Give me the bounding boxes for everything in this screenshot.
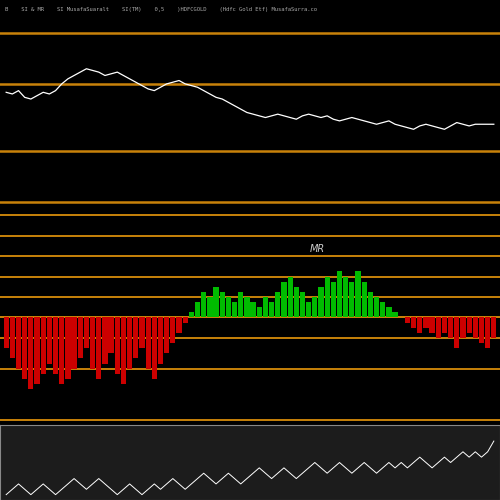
Bar (158, 318, 163, 364)
Bar (485, 318, 490, 348)
Bar (244, 297, 250, 318)
Bar (232, 302, 237, 318)
Bar (208, 297, 212, 318)
Bar (256, 308, 262, 318)
Text: MR: MR (310, 244, 325, 254)
Bar (362, 282, 367, 318)
Bar (140, 318, 144, 348)
Bar (22, 318, 28, 379)
Bar (28, 318, 34, 389)
Bar (238, 292, 244, 318)
Bar (306, 302, 312, 318)
Bar (491, 318, 496, 338)
Bar (146, 318, 151, 368)
Bar (374, 297, 379, 318)
Bar (96, 318, 102, 379)
Bar (114, 318, 120, 374)
Bar (282, 282, 286, 318)
Bar (368, 292, 373, 318)
Bar (188, 312, 194, 318)
Bar (275, 292, 280, 318)
Bar (108, 318, 114, 354)
Bar (300, 292, 305, 318)
Bar (405, 318, 410, 322)
Bar (250, 302, 256, 318)
Bar (102, 318, 108, 364)
Bar (454, 318, 460, 348)
Bar (430, 318, 434, 333)
Bar (220, 292, 225, 318)
Bar (201, 292, 206, 318)
Bar (121, 318, 126, 384)
Bar (263, 297, 268, 318)
Bar (40, 318, 46, 374)
Bar (90, 318, 95, 368)
Bar (392, 312, 398, 318)
Bar (195, 302, 200, 318)
Bar (349, 282, 354, 318)
Bar (318, 287, 324, 318)
Bar (170, 318, 175, 343)
Bar (214, 287, 218, 318)
Bar (288, 276, 292, 318)
Bar (53, 318, 58, 374)
Bar (330, 282, 336, 318)
Bar (16, 318, 21, 368)
Bar (72, 318, 76, 368)
Bar (343, 276, 348, 318)
Bar (66, 318, 70, 379)
Bar (152, 318, 157, 379)
Bar (324, 276, 330, 318)
Bar (479, 318, 484, 343)
Bar (386, 308, 392, 318)
Bar (436, 318, 441, 338)
Bar (84, 318, 89, 348)
Bar (182, 318, 188, 322)
Bar (164, 318, 170, 354)
Bar (59, 318, 64, 384)
Bar (460, 318, 466, 338)
Bar (226, 297, 231, 318)
Bar (78, 318, 83, 358)
Bar (472, 318, 478, 338)
Bar (448, 318, 453, 338)
Bar (10, 318, 15, 358)
Bar (294, 287, 299, 318)
Bar (356, 272, 360, 318)
Bar (337, 272, 342, 318)
Bar (411, 318, 416, 328)
Bar (34, 318, 40, 384)
Bar (47, 318, 52, 364)
Bar (466, 318, 472, 333)
Bar (442, 318, 447, 333)
Bar (269, 302, 274, 318)
Bar (4, 318, 9, 348)
Text: B    SI & MR    SI MusafaSuaralt    SI(TM)    0,5    )HDFCGOLD    (Hdfc Gold Etf: B SI & MR SI MusafaSuaralt SI(TM) 0,5 )H… (5, 8, 317, 12)
Bar (176, 318, 182, 333)
Bar (312, 297, 318, 318)
Bar (127, 318, 132, 368)
Bar (417, 318, 422, 333)
Bar (380, 302, 386, 318)
Bar (133, 318, 138, 358)
Bar (424, 318, 428, 328)
